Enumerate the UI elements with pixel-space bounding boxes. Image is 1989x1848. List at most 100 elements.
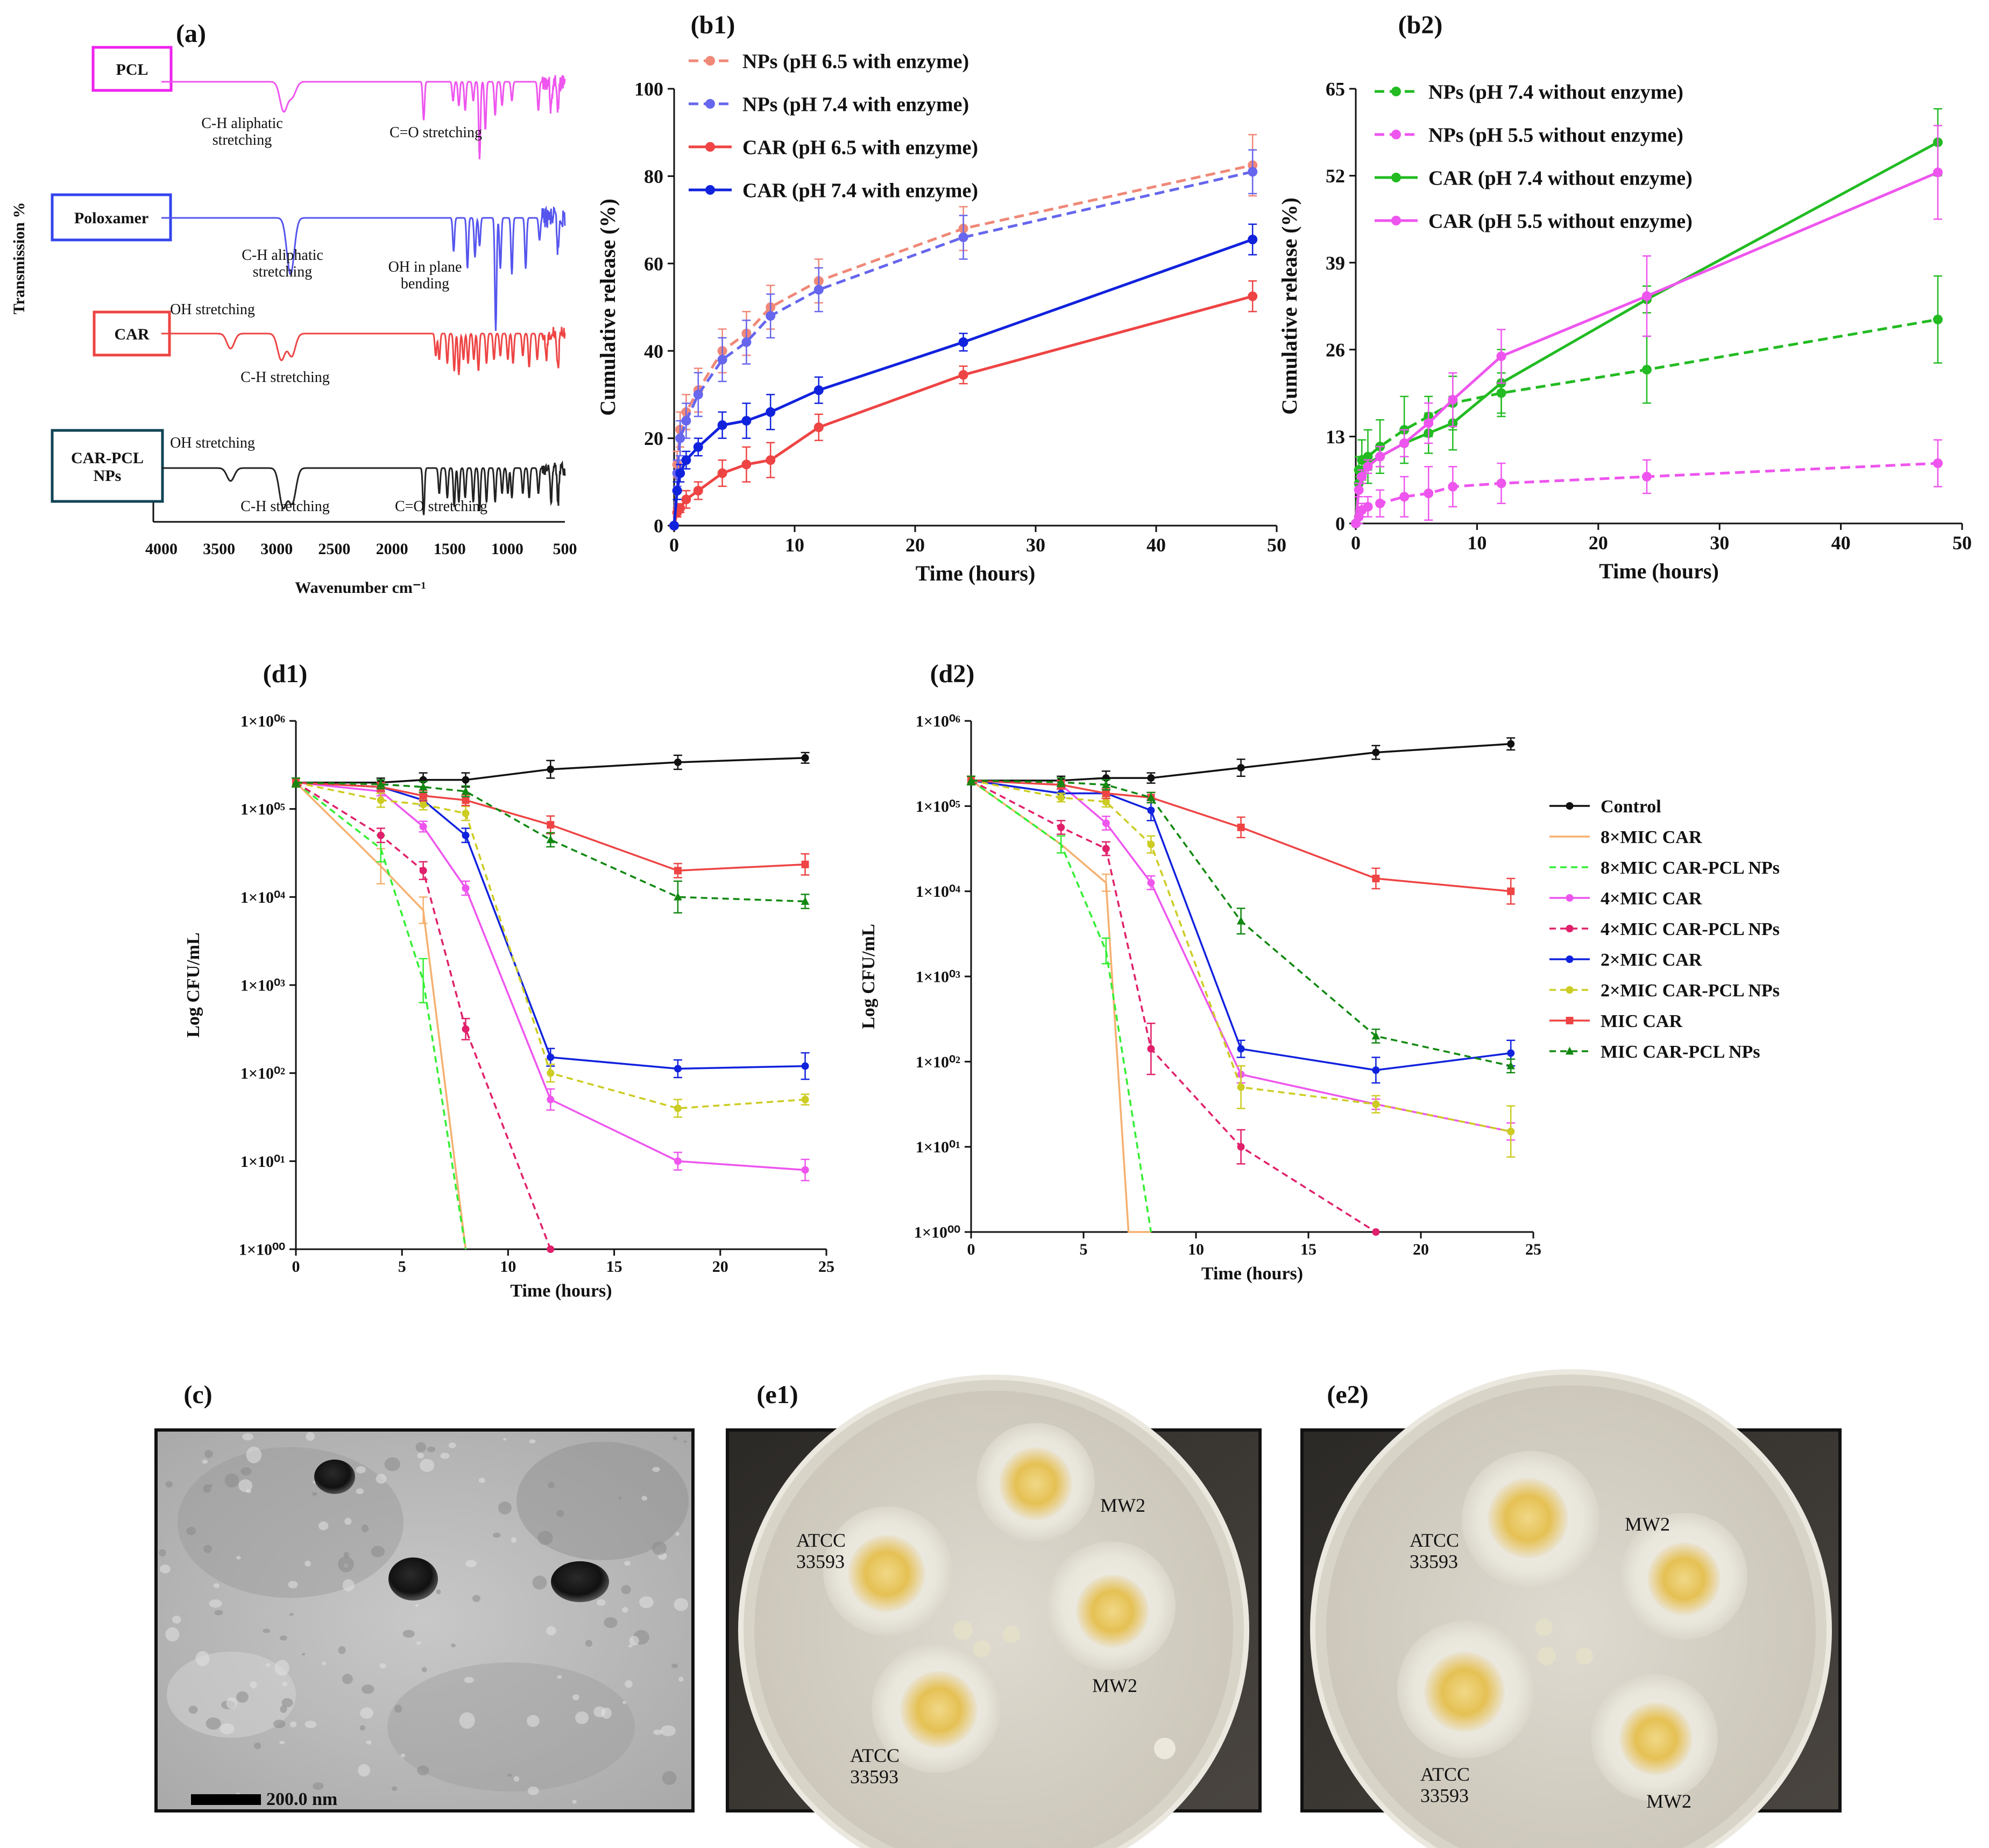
legend-label: MIC CAR-PCL NPs <box>1601 1042 1760 1062</box>
legend-label: Control <box>1601 797 1661 817</box>
data-point <box>1375 498 1385 508</box>
tem-speck <box>416 1641 421 1645</box>
data-point <box>547 1095 555 1103</box>
series-6 <box>967 775 1516 1158</box>
data-point <box>766 311 776 321</box>
legend-label: 4×MIC CAR-PCL NPs <box>1601 919 1780 939</box>
legend-label: CAR (pH 7.4 with enzyme) <box>742 179 978 202</box>
legend-marker <box>1566 1017 1574 1024</box>
legend-marker <box>1391 87 1401 96</box>
data-point <box>674 758 682 766</box>
tem-speck <box>302 1653 306 1655</box>
tem-speck <box>263 1628 270 1633</box>
legend-marker <box>1565 1046 1574 1055</box>
legend-label: 2×MIC CAR <box>1601 950 1702 970</box>
x-tick-label: 30 <box>1026 534 1045 556</box>
data-point <box>462 1025 470 1033</box>
tem-speck <box>273 1719 286 1729</box>
data-point <box>547 1245 555 1253</box>
data-point <box>1399 492 1410 502</box>
data-point <box>1507 887 1515 895</box>
tem-speck <box>415 1604 419 1607</box>
plate-e1-label-3: MW2 <box>1092 1675 1137 1696</box>
data-point <box>717 468 727 478</box>
tem-speck <box>421 1667 427 1673</box>
legend-item: NPs (pH 7.4 without enzyme) <box>1375 81 1683 103</box>
data-point <box>462 884 470 892</box>
data-point <box>1496 351 1506 362</box>
x-tick-label: 1500 <box>434 540 466 558</box>
tem-speck <box>376 1474 387 1484</box>
tem-speck <box>394 1704 402 1713</box>
legend-item: NPs (pH 5.5 without enzyme) <box>1375 124 1683 146</box>
legend-item: 8×MIC CAR <box>1549 827 1702 847</box>
tem-speck <box>675 1532 679 1536</box>
tem-speck <box>464 1676 474 1683</box>
ftir-spectra-chart: 4000 3500 3000 2500 2000 1500 1000 500 Wavenumbe… <box>10 46 577 597</box>
legend-label: 2×MIC CAR-PCL NPs <box>1601 981 1780 1001</box>
tem-speck <box>597 1599 606 1606</box>
legend-label: NPs (pH 5.5 without enzyme) <box>1428 124 1683 146</box>
tem-speck <box>318 1521 329 1531</box>
tem-speck <box>186 1527 196 1535</box>
legend-item: 4×MIC CAR <box>1549 889 1702 909</box>
data-point <box>377 780 385 788</box>
data-point <box>377 796 385 804</box>
tem-speck <box>572 1694 579 1701</box>
x-axis-label: Wavenumber cm⁻¹ <box>295 579 426 597</box>
legend-label: NPs (pH 7.4 with enzyme) <box>742 93 969 116</box>
x-tick-label: 0 <box>1351 532 1361 554</box>
tem-speck <box>361 1524 369 1533</box>
data-point <box>1424 488 1434 499</box>
x-tick-label: 15 <box>1300 1241 1316 1258</box>
x-tick-label: 0 <box>669 534 679 556</box>
data-point <box>1057 794 1065 802</box>
tem-speck <box>436 1589 441 1595</box>
legend-item: MIC CAR-PCL NPs <box>1549 1042 1760 1062</box>
x-tick-label: 4000 <box>145 540 178 558</box>
x-tick-label: 5 <box>398 1258 406 1276</box>
data-point <box>693 486 703 496</box>
peak-annotation: OH stretching <box>170 435 255 451</box>
y-tick-label: 1×10⁰⁵ <box>240 801 285 818</box>
y-tick-label: 100 <box>634 79 663 100</box>
tem-speck <box>532 1575 547 1590</box>
legend-label: CAR (pH 5.5 without enzyme) <box>1428 210 1693 232</box>
series-3 <box>1351 125 1943 528</box>
legend-label: CAR (pH 6.5 with enzyme) <box>742 136 978 159</box>
tem-speck <box>254 1743 261 1750</box>
data-point <box>766 455 776 465</box>
tem-speck <box>204 1450 213 1458</box>
data-point <box>1146 793 1156 801</box>
tem-speck <box>465 1560 477 1568</box>
data-point <box>419 823 427 831</box>
legend-marker <box>1566 802 1574 810</box>
tem-speck <box>159 1549 166 1557</box>
y-tick-label: 26 <box>1326 339 1345 360</box>
data-point <box>801 860 809 868</box>
spectrum-line <box>161 460 566 515</box>
x-tick-label: 40 <box>1146 534 1166 556</box>
data-point <box>958 337 968 347</box>
x-tick-label: 10 <box>785 534 804 556</box>
tem-speck <box>683 1440 687 1443</box>
tem-speck <box>359 1725 365 1731</box>
data-point <box>674 892 682 901</box>
data-point <box>1237 1143 1245 1151</box>
legend-label: MIC CAR <box>1601 1011 1682 1031</box>
colony-atcc-left <box>823 1506 952 1635</box>
data-point <box>1372 874 1380 882</box>
panel-label-a: (a) <box>176 19 206 48</box>
data-point <box>1399 438 1410 448</box>
tem-speck <box>440 1453 450 1459</box>
tem-speck <box>548 1482 555 1489</box>
tem-speck <box>338 1646 346 1654</box>
legend-marker <box>1566 925 1574 932</box>
peak-annotation: C-H stretching <box>240 498 330 515</box>
data-point <box>1057 777 1065 786</box>
tem-speck <box>653 1729 662 1735</box>
series-3 <box>669 223 1258 530</box>
x-tick-label: 3500 <box>203 540 235 558</box>
data-point <box>1933 167 1943 178</box>
colony-atcc-bottom <box>872 1644 1001 1773</box>
